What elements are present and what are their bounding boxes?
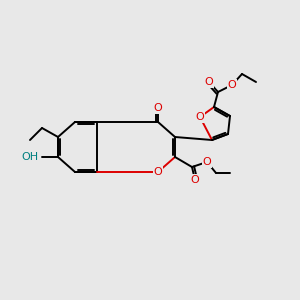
Text: O: O (202, 157, 211, 167)
Text: O: O (196, 112, 204, 122)
Text: OH: OH (21, 152, 38, 162)
Text: O: O (154, 103, 162, 113)
Text: O: O (190, 175, 200, 185)
Text: O: O (228, 80, 236, 90)
Text: O: O (205, 77, 213, 87)
Text: O: O (154, 167, 162, 177)
